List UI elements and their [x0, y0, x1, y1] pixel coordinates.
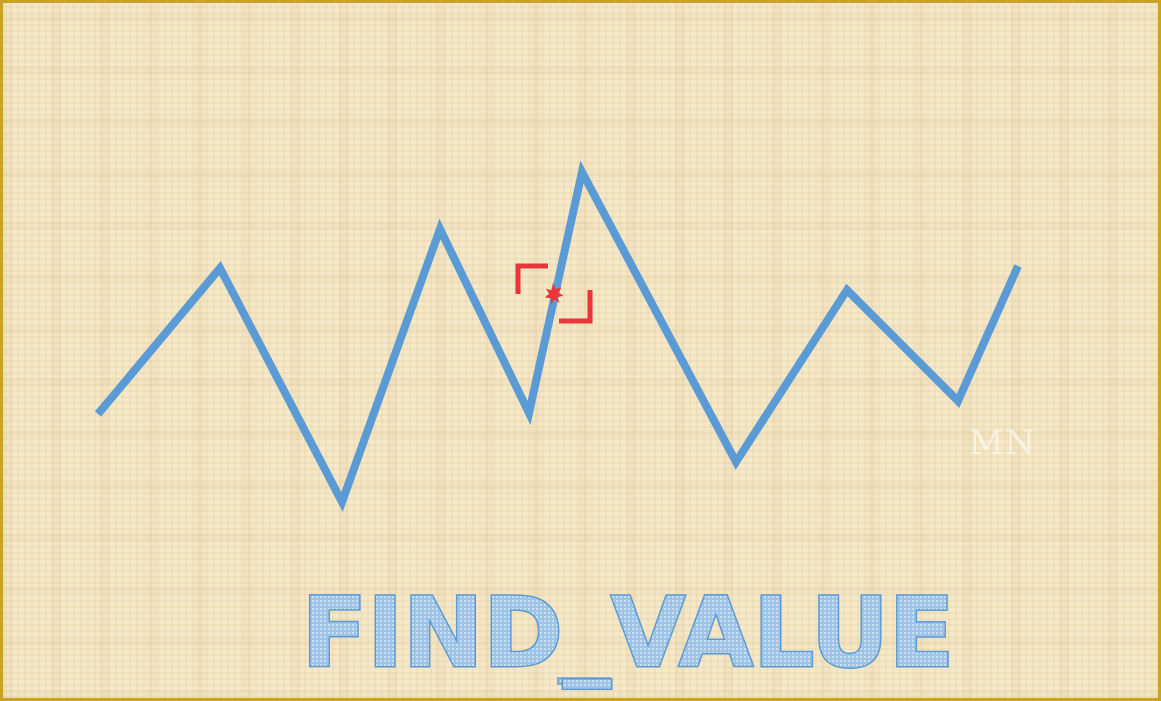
value-line [94, 160, 1022, 512]
watermark-text: MN [969, 423, 1036, 463]
target-cursor[interactable] [515, 263, 593, 324]
crosshair-icon [515, 263, 593, 324]
title-underline [557, 677, 611, 685]
game-title: FIND_VALUE [302, 577, 955, 689]
burst-icon [544, 283, 564, 305]
